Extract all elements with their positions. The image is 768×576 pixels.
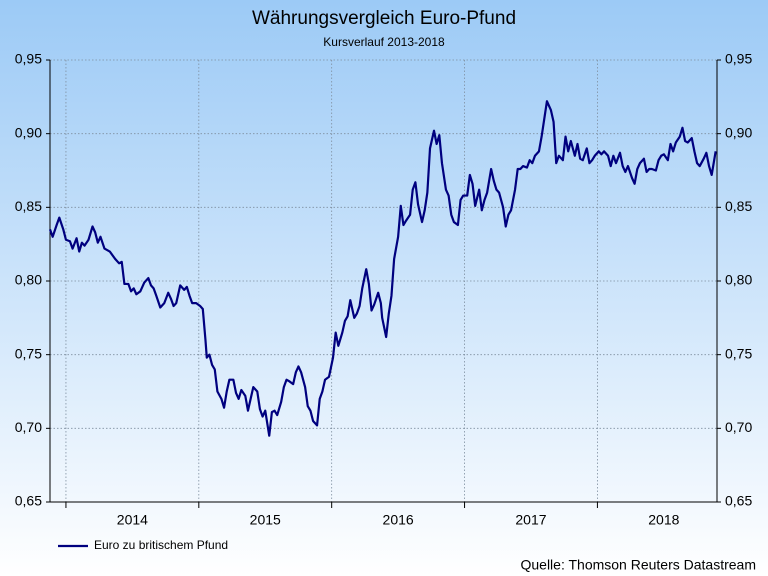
y2-tick-label: 0,85 bbox=[725, 198, 752, 214]
y-tick-label: 0,95 bbox=[15, 51, 42, 67]
y-tick-label: 0,80 bbox=[15, 272, 42, 288]
y2-tick-label: 0,90 bbox=[725, 124, 752, 140]
y-tick-label: 0,75 bbox=[15, 345, 42, 361]
y2-tick-label: 0,80 bbox=[725, 272, 752, 288]
chart-title: Währungsvergleich Euro-Pfund bbox=[252, 8, 516, 29]
y2-tick-label: 0,95 bbox=[725, 51, 752, 67]
chart-subtitle: Kursverlauf 2013-2018 bbox=[323, 35, 445, 49]
data-line bbox=[48, 100, 717, 437]
y-tick-label: 0,85 bbox=[15, 198, 42, 214]
y2-tick-label: 0,75 bbox=[725, 345, 752, 361]
y2-tick-label: 0,65 bbox=[725, 493, 752, 509]
y-tick-label: 0,70 bbox=[15, 419, 42, 435]
x-tick-label: 2017 bbox=[515, 512, 546, 528]
y-tick-label: 0,65 bbox=[15, 493, 42, 509]
x-tick-label: 2018 bbox=[648, 512, 679, 528]
source-note: Quelle: Thomson Reuters Datastream bbox=[520, 557, 756, 573]
x-tick-label: 2014 bbox=[117, 512, 148, 528]
legend-label: Euro zu britischem Pfund bbox=[94, 538, 228, 552]
y-tick-label: 0,90 bbox=[15, 124, 42, 140]
x-tick-label: 2016 bbox=[383, 512, 414, 528]
y2-tick-label: 0,70 bbox=[725, 419, 752, 435]
x-tick-label: 2015 bbox=[250, 512, 281, 528]
